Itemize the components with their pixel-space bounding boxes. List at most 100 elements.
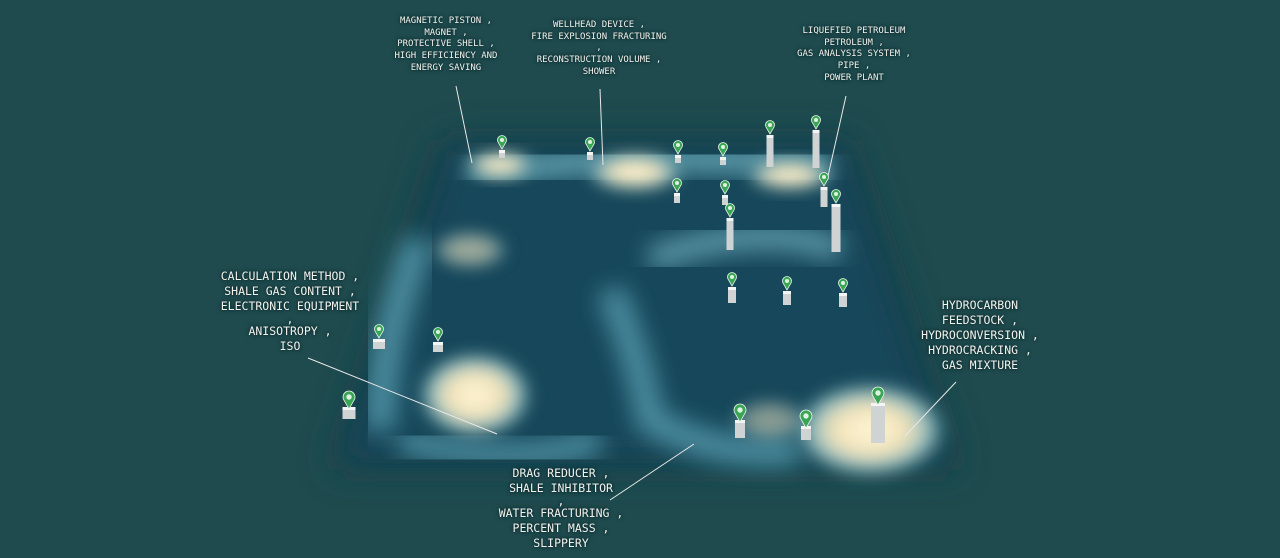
bar-body bbox=[839, 295, 847, 307]
map-pin-dot bbox=[729, 274, 735, 280]
leader-lines bbox=[307, 85, 957, 501]
label-top-center: WELLHEAD DEVICE , FIRE EXPLOSION FRACTURI… bbox=[531, 20, 667, 77]
leader-top-right bbox=[827, 95, 847, 177]
ridge-bottom bbox=[397, 428, 605, 467]
map-pin-icon[interactable] bbox=[342, 390, 356, 410]
map-pin-shape bbox=[374, 324, 384, 339]
bar-top bbox=[722, 195, 728, 198]
map-pin-dot bbox=[435, 329, 441, 335]
bar bbox=[766, 135, 774, 167]
map-pin-dot bbox=[346, 394, 352, 400]
bar-body bbox=[783, 293, 791, 305]
map-pin-icon[interactable] bbox=[672, 178, 682, 193]
label-bottom: DRAG REDUCER , SHALE INHIBITOR, WATER FRAC… bbox=[498, 466, 624, 551]
bar-body bbox=[820, 189, 828, 207]
bar bbox=[812, 130, 820, 168]
bar-top bbox=[675, 155, 681, 158]
bar bbox=[675, 155, 681, 163]
map-pin-icon[interactable] bbox=[725, 203, 735, 218]
bar bbox=[726, 218, 734, 250]
map-pin-icon[interactable] bbox=[673, 140, 683, 155]
bar bbox=[831, 204, 841, 252]
bar bbox=[722, 195, 728, 205]
map-pin-icon[interactable] bbox=[782, 276, 792, 291]
map-pin-dot bbox=[813, 117, 819, 123]
bar-top bbox=[831, 204, 841, 207]
map-pin-shape bbox=[811, 115, 821, 130]
map-pin-dot bbox=[675, 142, 681, 148]
map-pin-dot bbox=[875, 390, 881, 396]
map-pin-dot bbox=[674, 180, 680, 186]
bar bbox=[871, 403, 885, 443]
map-pin-dot bbox=[833, 191, 839, 197]
bar bbox=[783, 291, 791, 305]
bar bbox=[373, 339, 385, 349]
map-pin-shape bbox=[673, 140, 683, 155]
peak-left bbox=[430, 230, 510, 270]
leader-right bbox=[904, 381, 957, 437]
map-pin-dot bbox=[767, 122, 773, 128]
map-pin-dot bbox=[722, 182, 728, 188]
map-pin-icon[interactable] bbox=[433, 327, 443, 342]
map-pin-icon[interactable] bbox=[838, 278, 848, 293]
map-pin-icon[interactable] bbox=[497, 135, 507, 150]
bar-body bbox=[801, 428, 811, 440]
bar-top bbox=[720, 157, 726, 160]
bar-top bbox=[433, 342, 443, 345]
bar bbox=[674, 193, 680, 203]
map-pin-icon[interactable] bbox=[799, 409, 813, 429]
map-pin-dot bbox=[737, 407, 743, 413]
map-pin-icon[interactable] bbox=[831, 189, 841, 204]
map-pin-shape bbox=[342, 390, 356, 410]
bar-top bbox=[373, 339, 385, 342]
map-pin-dot bbox=[784, 278, 790, 284]
map-pin-shape bbox=[727, 272, 737, 287]
map-pin-shape bbox=[782, 276, 792, 291]
bar-top bbox=[783, 291, 791, 294]
label-left: CALCULATION METHOD , SHALE GAS CONTENT ,E… bbox=[220, 269, 360, 354]
map-pin-shape bbox=[672, 178, 682, 193]
map-pin-dot bbox=[803, 413, 809, 419]
map-pin-icon[interactable] bbox=[733, 403, 747, 423]
bar-body bbox=[735, 422, 745, 438]
bar-body bbox=[726, 220, 734, 250]
bar-body bbox=[871, 405, 885, 443]
map-pin-shape bbox=[725, 203, 735, 218]
peak-bottom-mid bbox=[730, 398, 810, 442]
map-pin-icon[interactable] bbox=[585, 137, 595, 152]
map-pin-dot bbox=[840, 280, 846, 286]
bar-top bbox=[728, 287, 736, 290]
map-pin-dot bbox=[727, 205, 733, 211]
bar-body bbox=[433, 344, 443, 352]
bar bbox=[728, 287, 736, 303]
map-pin-shape bbox=[831, 189, 841, 204]
leader-left bbox=[307, 357, 498, 435]
bar bbox=[433, 342, 443, 352]
bar-top bbox=[839, 293, 847, 296]
bar-top bbox=[587, 152, 593, 155]
bar-top bbox=[766, 135, 774, 138]
map-pin-icon[interactable] bbox=[727, 272, 737, 287]
markers bbox=[342, 115, 885, 429]
bar-body bbox=[342, 409, 356, 419]
map-pin-icon[interactable] bbox=[811, 115, 821, 130]
map-pin-icon[interactable] bbox=[819, 172, 829, 187]
leader-top-center bbox=[599, 88, 604, 166]
map-pin-icon[interactable] bbox=[374, 324, 384, 339]
bar bbox=[720, 157, 726, 165]
map-pin-dot bbox=[821, 174, 827, 180]
peak-top-center bbox=[585, 152, 685, 192]
map-pin-shape bbox=[720, 180, 730, 195]
map-pin-icon[interactable] bbox=[871, 386, 885, 406]
map-pin-shape bbox=[871, 386, 885, 406]
bar-body bbox=[499, 152, 505, 158]
map-pin-icon[interactable] bbox=[718, 142, 728, 157]
map-pin-icon[interactable] bbox=[765, 120, 775, 135]
bar-body bbox=[373, 341, 385, 349]
bar-top bbox=[674, 193, 680, 196]
map-pin-icon[interactable] bbox=[720, 180, 730, 195]
map-pin-dot bbox=[587, 139, 593, 145]
bar-body bbox=[675, 157, 681, 163]
ridge-inner bbox=[645, 225, 845, 272]
